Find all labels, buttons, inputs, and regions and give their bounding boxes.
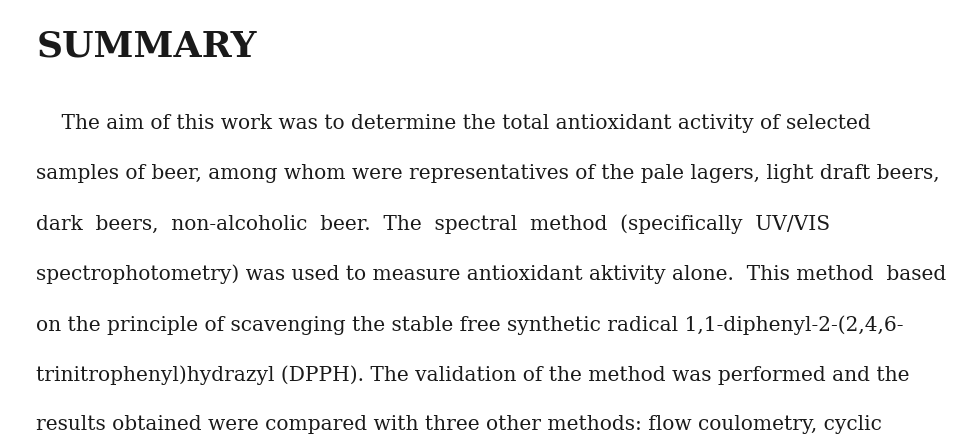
Text: dark  beers,  non-alcoholic  beer.  The  spectral  method  (specifically  UV/VIS: dark beers, non-alcoholic beer. The spec… — [36, 215, 830, 234]
Text: SUMMARY: SUMMARY — [36, 29, 257, 63]
Text: samples of beer, among whom were representatives of the pale lagers, light draft: samples of beer, among whom were represe… — [36, 164, 940, 183]
Text: trinitrophenyl)hydrazyl (DPPH). The validation of the method was performed and t: trinitrophenyl)hydrazyl (DPPH). The vali… — [36, 365, 910, 385]
Text: on the principle of scavenging the stable free synthetic radical 1,1-diphenyl-2-: on the principle of scavenging the stabl… — [36, 315, 904, 335]
Text: results obtained were compared with three other methods: flow coulometry, cyclic: results obtained were compared with thre… — [36, 415, 882, 434]
Text: spectrophotometry) was used to measure antioxidant aktivity alone.  This method : spectrophotometry) was used to measure a… — [36, 265, 947, 284]
Text: The aim of this work was to determine the total antioxidant activity of selected: The aim of this work was to determine th… — [36, 114, 872, 133]
